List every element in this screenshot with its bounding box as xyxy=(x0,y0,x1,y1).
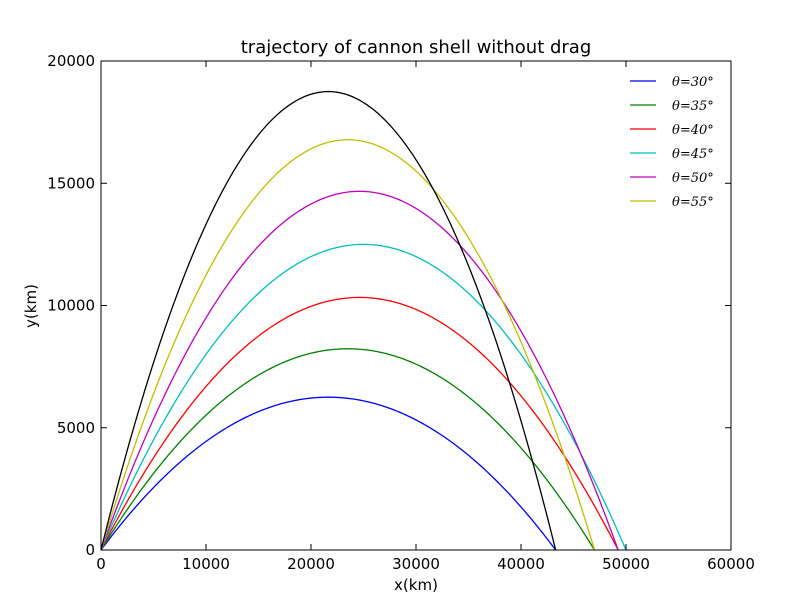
legend: θ=30° θ=35° θ=40° θ=45° θ=50° θ=55° xyxy=(630,75,714,210)
x-tick-label: 0 xyxy=(96,555,106,573)
legend-label: θ=50° xyxy=(672,171,714,186)
legend-label: θ=55° xyxy=(672,195,714,210)
series-line-4 xyxy=(100,190,619,551)
series-line-1 xyxy=(100,348,596,551)
series-line-3 xyxy=(100,243,627,551)
series-line-6 xyxy=(100,90,557,551)
chart-title: trajectory of cannon shell without drag xyxy=(241,37,592,58)
x-tick-label: 40000 xyxy=(497,555,545,573)
y-tick-label: 20000 xyxy=(47,52,95,70)
legend-label: θ=40° xyxy=(672,123,714,138)
y-tick-label: 15000 xyxy=(47,174,95,192)
x-tick-label: 20000 xyxy=(287,555,335,573)
x-tick-label: 30000 xyxy=(392,555,440,573)
axis-ticks: 0 10000 20000 30000 40000 50000 60000 0 5000 1000… xyxy=(47,52,755,573)
x-tick-label: 10000 xyxy=(182,555,230,573)
x-axis-title: x(km) xyxy=(394,576,438,594)
series-line-2 xyxy=(100,296,619,551)
x-tick-label: 60000 xyxy=(707,555,755,573)
y-tick-label: 5000 xyxy=(57,419,95,437)
y-axis-title: y(km) xyxy=(22,284,40,328)
y-tick-label: 10000 xyxy=(47,297,95,315)
legend-label: θ=45° xyxy=(672,147,714,162)
legend-label: θ=35° xyxy=(672,99,714,114)
x-tick-label: 50000 xyxy=(602,555,650,573)
series-line-5 xyxy=(100,139,596,551)
plot-area xyxy=(100,90,627,551)
legend-label: θ=30° xyxy=(672,75,714,90)
y-tick-label: 0 xyxy=(85,541,95,559)
series-line-0 xyxy=(100,396,557,551)
